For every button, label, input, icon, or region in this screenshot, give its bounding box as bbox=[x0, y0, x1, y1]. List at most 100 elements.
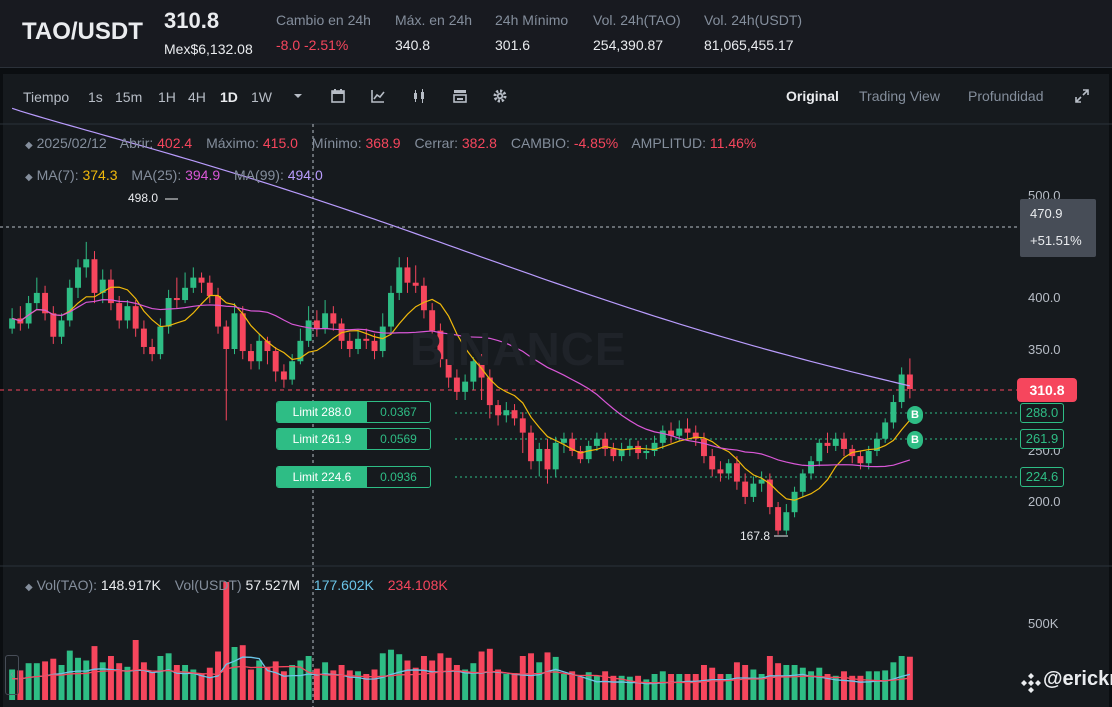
stat-value: 301.6 bbox=[495, 37, 531, 53]
view-original[interactable]: Original bbox=[786, 88, 839, 104]
volume-bar bbox=[305, 656, 312, 700]
interval-1w[interactable]: 1W bbox=[251, 89, 272, 105]
crosshair-price: 470.9 bbox=[1030, 206, 1063, 221]
chevron-down-icon[interactable] bbox=[290, 88, 306, 104]
candle-body bbox=[635, 445, 642, 454]
stat-label: Máx. en 24h bbox=[395, 12, 473, 28]
candle-type-icon[interactable] bbox=[411, 88, 427, 104]
limit-order-224[interactable]: Limit 224.6 0.0936 bbox=[276, 466, 431, 488]
ohlc-amp-label: AMPLITUD: bbox=[631, 135, 707, 151]
pair-title[interactable]: TAO/USDT bbox=[22, 18, 143, 45]
candlestick-chart[interactable] bbox=[0, 46, 1112, 707]
candle-body bbox=[25, 303, 32, 324]
volume-bar bbox=[165, 653, 172, 700]
fiat-price: Mex$6,132.08 bbox=[164, 41, 253, 57]
volume-bar bbox=[668, 674, 674, 700]
ticker-bar: TAO/USDT 310.8 Mex$6,132.08 Cambio en 24… bbox=[0, 0, 1112, 68]
candle-body bbox=[33, 292, 40, 304]
volume-bar bbox=[593, 675, 600, 700]
layout-icon[interactable] bbox=[452, 88, 468, 104]
interval-4h[interactable]: 4H bbox=[188, 89, 206, 105]
order-tag-261[interactable]: 261.9 bbox=[1020, 429, 1064, 449]
candle-body bbox=[684, 428, 691, 433]
volume-bar bbox=[618, 675, 625, 700]
volume-bar bbox=[371, 669, 378, 700]
volume-bar bbox=[107, 656, 114, 700]
candle-body bbox=[272, 351, 279, 372]
volume-info[interactable]: ◆ Vol(TAO): 148.917K Vol(USDT) 57.527M 1… bbox=[25, 577, 448, 593]
ma99-line bbox=[11, 107, 911, 387]
candle-body bbox=[643, 451, 650, 454]
volume-bar bbox=[453, 665, 460, 700]
candle-body bbox=[725, 463, 732, 474]
volume-bar bbox=[610, 675, 617, 700]
candle-body bbox=[651, 442, 658, 451]
candle-body bbox=[750, 483, 757, 497]
volume-bar bbox=[758, 674, 765, 700]
interval-1h[interactable]: 1H bbox=[158, 89, 176, 105]
candle-body bbox=[453, 377, 460, 392]
candle-body bbox=[610, 448, 617, 457]
expand-icon[interactable] bbox=[1074, 88, 1090, 104]
volume-bar bbox=[429, 660, 436, 700]
volume-bar bbox=[363, 674, 370, 700]
candle-body bbox=[66, 287, 73, 321]
gear-icon[interactable] bbox=[492, 88, 508, 104]
volume-bar bbox=[799, 667, 806, 700]
volume-bar bbox=[709, 667, 716, 700]
candle-body bbox=[75, 267, 81, 288]
volume-bar bbox=[873, 671, 880, 700]
candle-body bbox=[577, 451, 584, 460]
volume-bar bbox=[519, 656, 526, 700]
order-tag-224[interactable]: 224.6 bbox=[1020, 467, 1064, 487]
interval-15m[interactable]: 15m bbox=[115, 89, 143, 105]
indicator-icon[interactable] bbox=[370, 88, 386, 104]
candle-body bbox=[552, 442, 559, 470]
buy-marker-icon[interactable]: B bbox=[907, 431, 923, 449]
interval-1d[interactable]: 1D bbox=[220, 89, 238, 105]
candle-body bbox=[149, 346, 156, 355]
scroll-left-icon[interactable]: ‹ bbox=[5, 655, 19, 695]
order-tag-288[interactable]: 288.0 bbox=[1020, 403, 1064, 423]
limit-order-288[interactable]: Limit 288.0 0.0367 bbox=[276, 401, 431, 423]
ma-info[interactable]: ◆ MA(7): 374.3 MA(25): 394.9 MA(99): 494… bbox=[25, 167, 323, 183]
candle-body bbox=[437, 330, 444, 360]
volume-bar bbox=[692, 674, 699, 700]
watermark-user: @erickrebm bbox=[1043, 668, 1112, 690]
candle-body bbox=[83, 259, 90, 268]
volume-bar bbox=[602, 671, 609, 700]
candle-body bbox=[626, 445, 633, 449]
volume-bar bbox=[643, 679, 650, 700]
volume-bar bbox=[717, 674, 724, 700]
time-label[interactable]: Tiempo bbox=[23, 89, 70, 105]
candle-body bbox=[791, 491, 798, 513]
candle-body bbox=[733, 463, 740, 482]
candle-body bbox=[371, 340, 378, 352]
view-depth[interactable]: Profundidad bbox=[968, 88, 1044, 104]
volume-bar bbox=[791, 665, 798, 700]
limit-order-261[interactable]: Limit 261.9 0.0569 bbox=[276, 428, 431, 450]
candle-body bbox=[470, 361, 477, 382]
candle-body bbox=[602, 438, 609, 449]
volume-bar bbox=[783, 665, 790, 700]
volume-bar bbox=[396, 654, 403, 700]
candle-body bbox=[420, 285, 427, 311]
volume-bar bbox=[750, 669, 757, 700]
calendar-icon[interactable] bbox=[330, 88, 346, 104]
last-price: 310.8 bbox=[164, 8, 220, 33]
candle-body bbox=[124, 306, 131, 321]
volume-bar bbox=[651, 674, 658, 700]
stat-vol-usdt: Vol. 24h(USDT) 81,065,455.17 bbox=[704, 12, 802, 53]
interval-1s[interactable]: 1s bbox=[88, 89, 103, 105]
candle-body bbox=[462, 381, 469, 392]
volume-bar bbox=[437, 653, 444, 700]
volume-bar bbox=[684, 674, 691, 700]
candle-body bbox=[495, 405, 502, 416]
stat-vol-tao: Vol. 24h(TAO) 254,390.87 bbox=[593, 12, 681, 53]
volume-bar bbox=[149, 672, 156, 700]
view-trading-view[interactable]: Trading View bbox=[859, 88, 940, 104]
candle-body bbox=[157, 326, 164, 355]
volume-bar bbox=[25, 663, 32, 700]
buy-marker-icon[interactable]: B bbox=[907, 406, 923, 424]
candle-body bbox=[42, 292, 49, 314]
